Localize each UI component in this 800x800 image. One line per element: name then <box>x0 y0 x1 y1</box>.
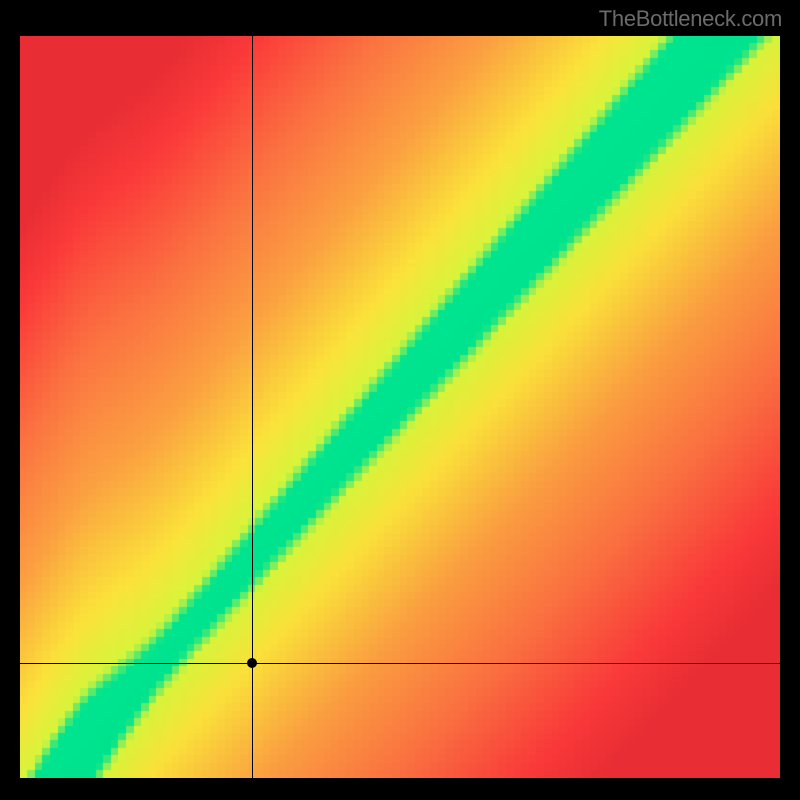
heatmap-canvas <box>20 36 780 778</box>
marker-dot <box>247 658 257 668</box>
heatmap-plot <box>20 36 780 778</box>
crosshair-horizontal <box>20 663 780 664</box>
attribution-text: TheBottleneck.com <box>599 6 782 32</box>
